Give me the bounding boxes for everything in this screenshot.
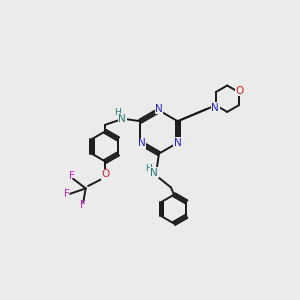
Text: H: H: [145, 164, 152, 173]
Text: F: F: [69, 171, 74, 182]
Text: N: N: [118, 114, 126, 124]
Text: N: N: [138, 138, 146, 148]
Text: H: H: [114, 108, 121, 117]
Text: O: O: [235, 85, 243, 96]
Text: F: F: [80, 200, 86, 210]
Text: F: F: [64, 189, 70, 199]
Text: N: N: [155, 104, 163, 114]
Text: O: O: [101, 169, 109, 179]
Text: N: N: [174, 138, 182, 148]
Text: N: N: [150, 167, 158, 178]
Text: N: N: [211, 103, 219, 113]
